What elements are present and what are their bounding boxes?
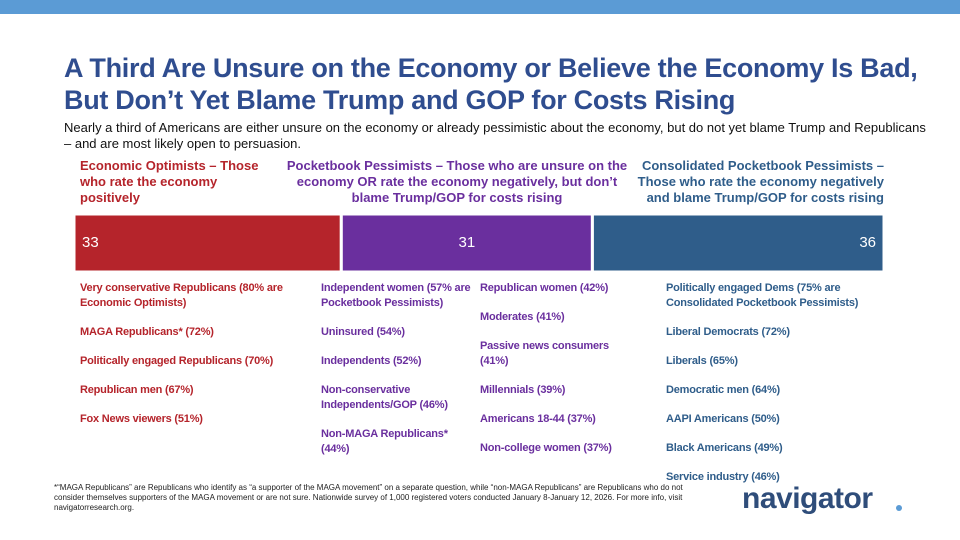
profile-item: Moderates (41%) [480,311,565,323]
profile-item: Passive news consumers (41%) [480,340,609,367]
profile-item: Fox News viewers (51%) [80,413,203,425]
footnote: *“MAGA Republicans” are Republicans who … [54,483,683,512]
profile-item: Republican men (67%) [80,384,194,396]
profile-item: Americans 18-44 (37%) [480,413,596,425]
profile-item: Non-MAGA Republicans* (44%) [321,428,448,455]
profile-item: Republican women (42%) [480,282,609,294]
profile-item: Politically engaged Dems (75% are Consol… [666,282,859,309]
profile-item: Democratic men (64%) [666,384,780,396]
profile-item: Politically engaged Republicans (70%) [80,355,274,367]
profile-item: Uninsured (54%) [321,326,405,338]
segment-label: 33 [82,234,99,251]
segment-header: Consolidated Pocketbook Pessimists – Tho… [637,158,884,205]
bar-segment [339,212,594,274]
profile-item: Independent women (57% are Pocketbook Pe… [321,282,471,309]
profile-item: Liberals (65%) [666,355,738,367]
profile-item: Liberal Democrats (72%) [666,326,790,338]
segment-header: Economic Optimists – Those who rate the … [80,158,259,205]
subtitle: Nearly a third of Americans are either u… [64,120,926,151]
bar-segment [590,212,886,274]
profile-item: Very conservative Republicans (80% are E… [80,282,283,309]
profile-item: Millennials (39%) [480,384,566,396]
logo: navigator [742,482,873,515]
profile-list: Independent women (57% are Pocketbook Pe… [321,281,471,457]
profile-list: Politically engaged Dems (75% are Consol… [666,281,886,485]
profile-item: Independents (52%) [321,355,422,367]
profile-item: Non-conservative Independents/GOP (46%) [321,384,448,411]
bar-segment [72,212,343,274]
segment-label: 36 [859,234,876,251]
profile-list: Very conservative Republicans (80% are E… [80,281,300,427]
profile-item: AAPI Americans (50%) [666,413,780,425]
profile-list: Republican women (42%) Moderates (41%) Pas… [480,281,630,456]
logo-dot [896,505,902,511]
profile-item: Service industry (46%) [666,471,780,483]
profile-item: Black Americans (49%) [666,442,783,454]
profile-item: MAGA Republicans* (72%) [80,326,214,338]
profile-item: Non-college women (37%) [480,442,612,454]
segment-header: Pocketbook Pessimists – Those who are un… [286,158,628,205]
title: A Third Are Unsure on the Economy or Bel… [64,53,918,115]
segment-label: 31 [459,234,476,251]
top-band [0,0,960,14]
